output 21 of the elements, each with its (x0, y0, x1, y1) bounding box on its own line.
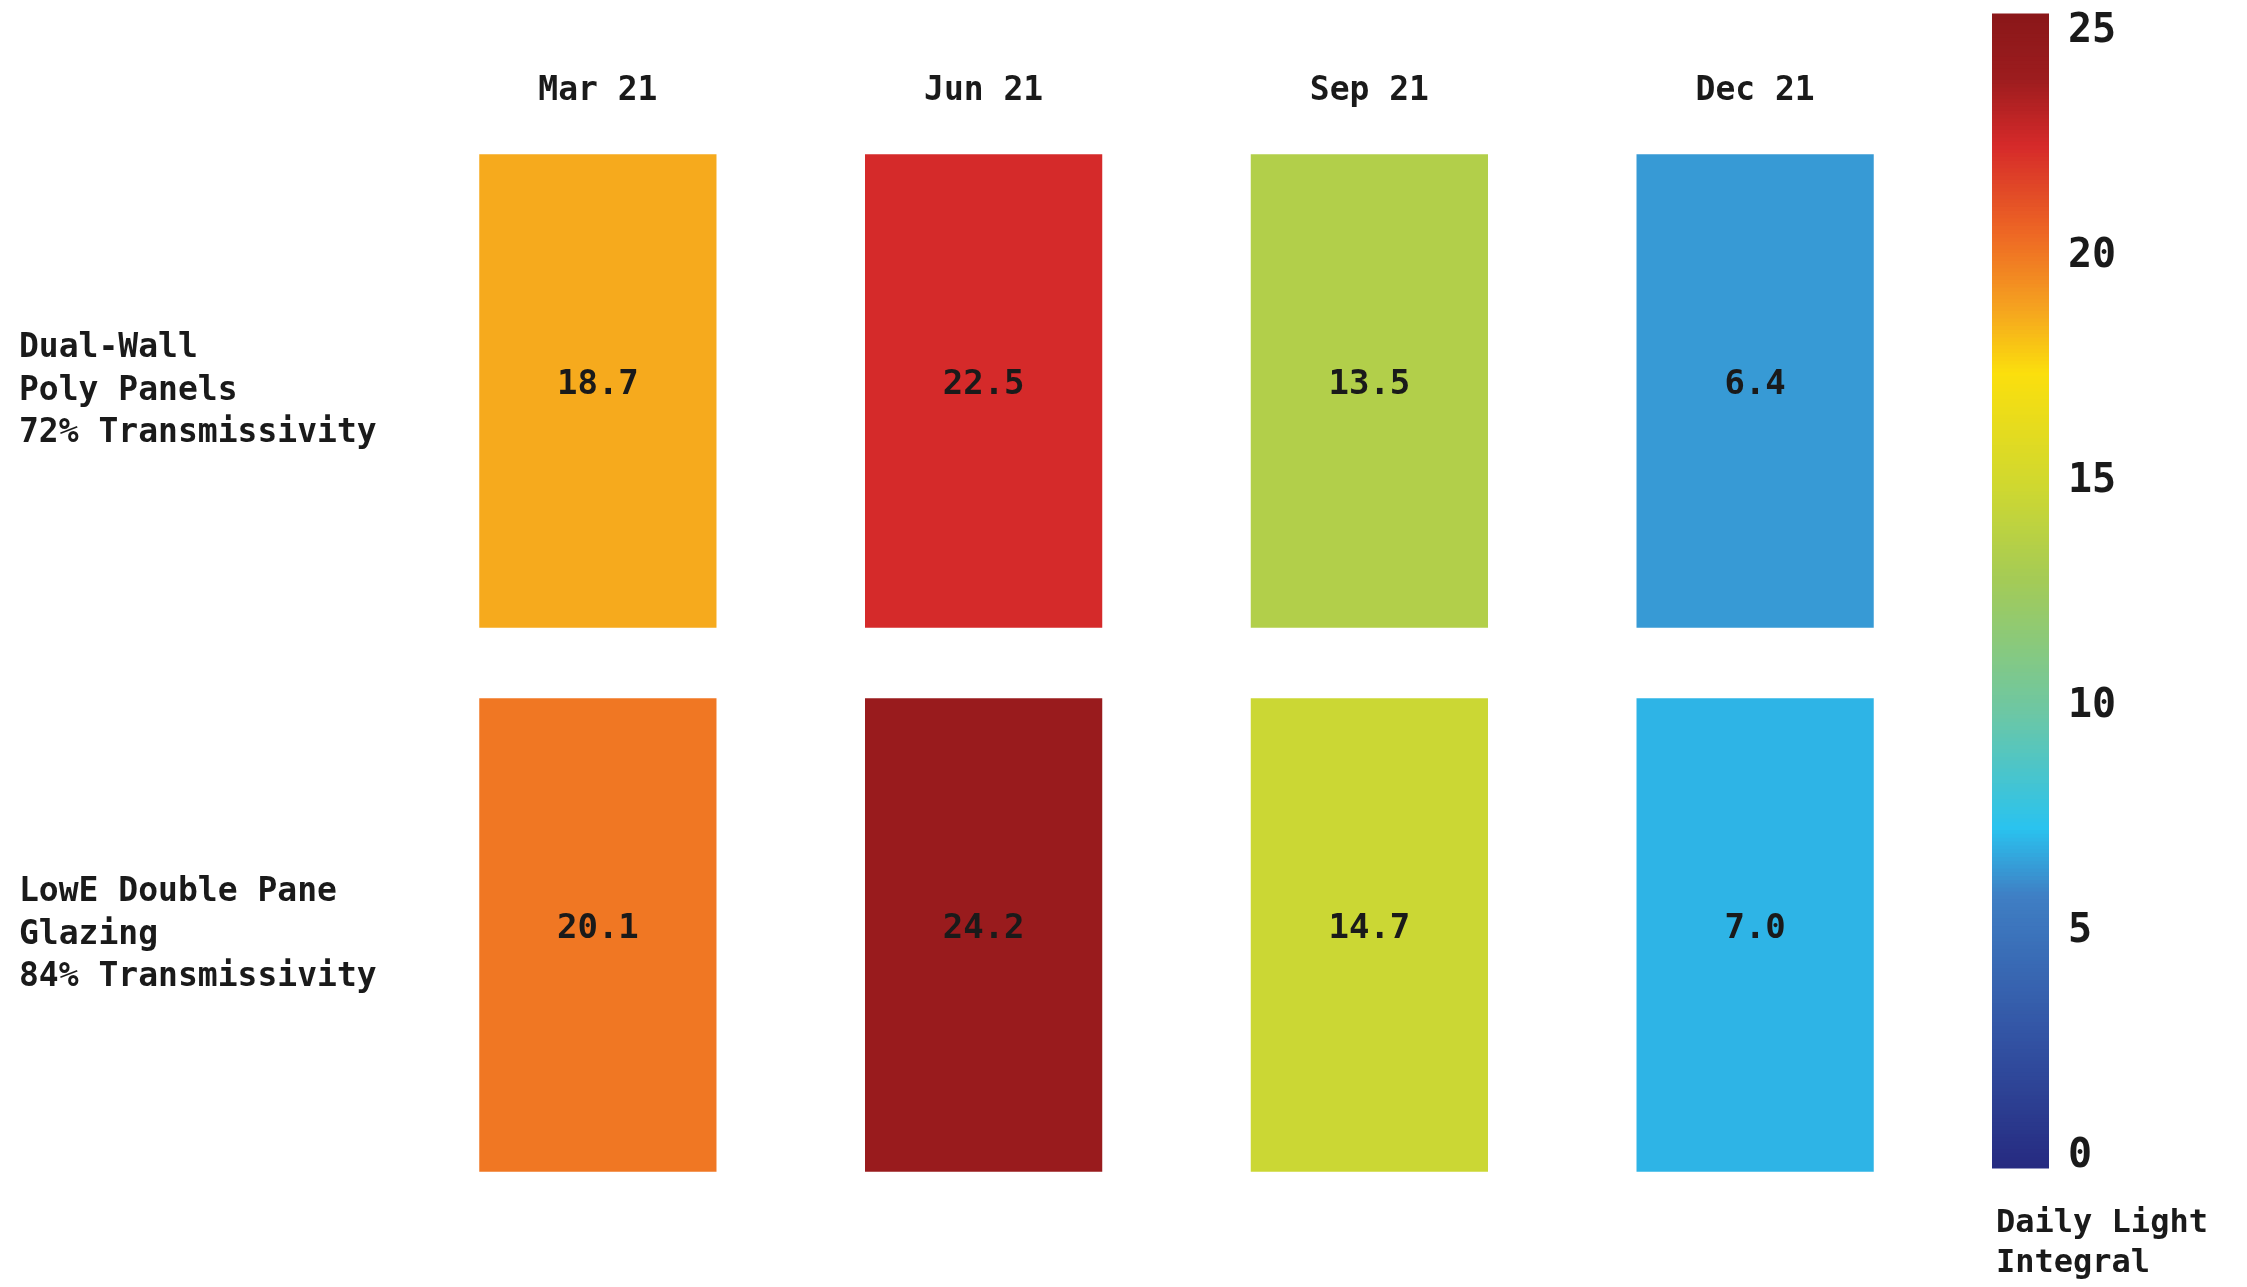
color-bar-title: Daily Light Integral (1996, 1202, 2208, 1281)
data-label: 7.0 (1724, 905, 1786, 946)
color-bar-label: 20 (2068, 230, 2117, 277)
data-label: 6.4 (1724, 361, 1786, 402)
data-label: 20.1 (556, 905, 639, 946)
data-label: 14.7 (1328, 905, 1411, 946)
x-tick-label: Sep 21 (1309, 68, 1429, 108)
data-label: 22.5 (942, 361, 1025, 402)
x-tick-label: Jun 21 (924, 68, 1044, 108)
color-bar-label: 25 (2068, 5, 2117, 52)
y-tick-label: LowE Double Pane Glazing 84% Transmissivity (19, 869, 377, 995)
data-label: 13.5 (1328, 361, 1411, 402)
color-bar-label: 15 (2068, 455, 2117, 502)
data-label: 18.7 (556, 361, 639, 402)
color-bar-label: 5 (2068, 905, 2093, 952)
x-tick-label: Mar 21 (538, 68, 658, 108)
x-tick-label: Dec 21 (1695, 68, 1815, 108)
color-bar-label: 0 (2068, 1130, 2093, 1177)
color-bar-label: 10 (2068, 680, 2117, 727)
data-label: 24.2 (942, 905, 1025, 946)
y-tick-label: Dual-Wall Poly Panels 72% Transmissivity (19, 325, 377, 451)
